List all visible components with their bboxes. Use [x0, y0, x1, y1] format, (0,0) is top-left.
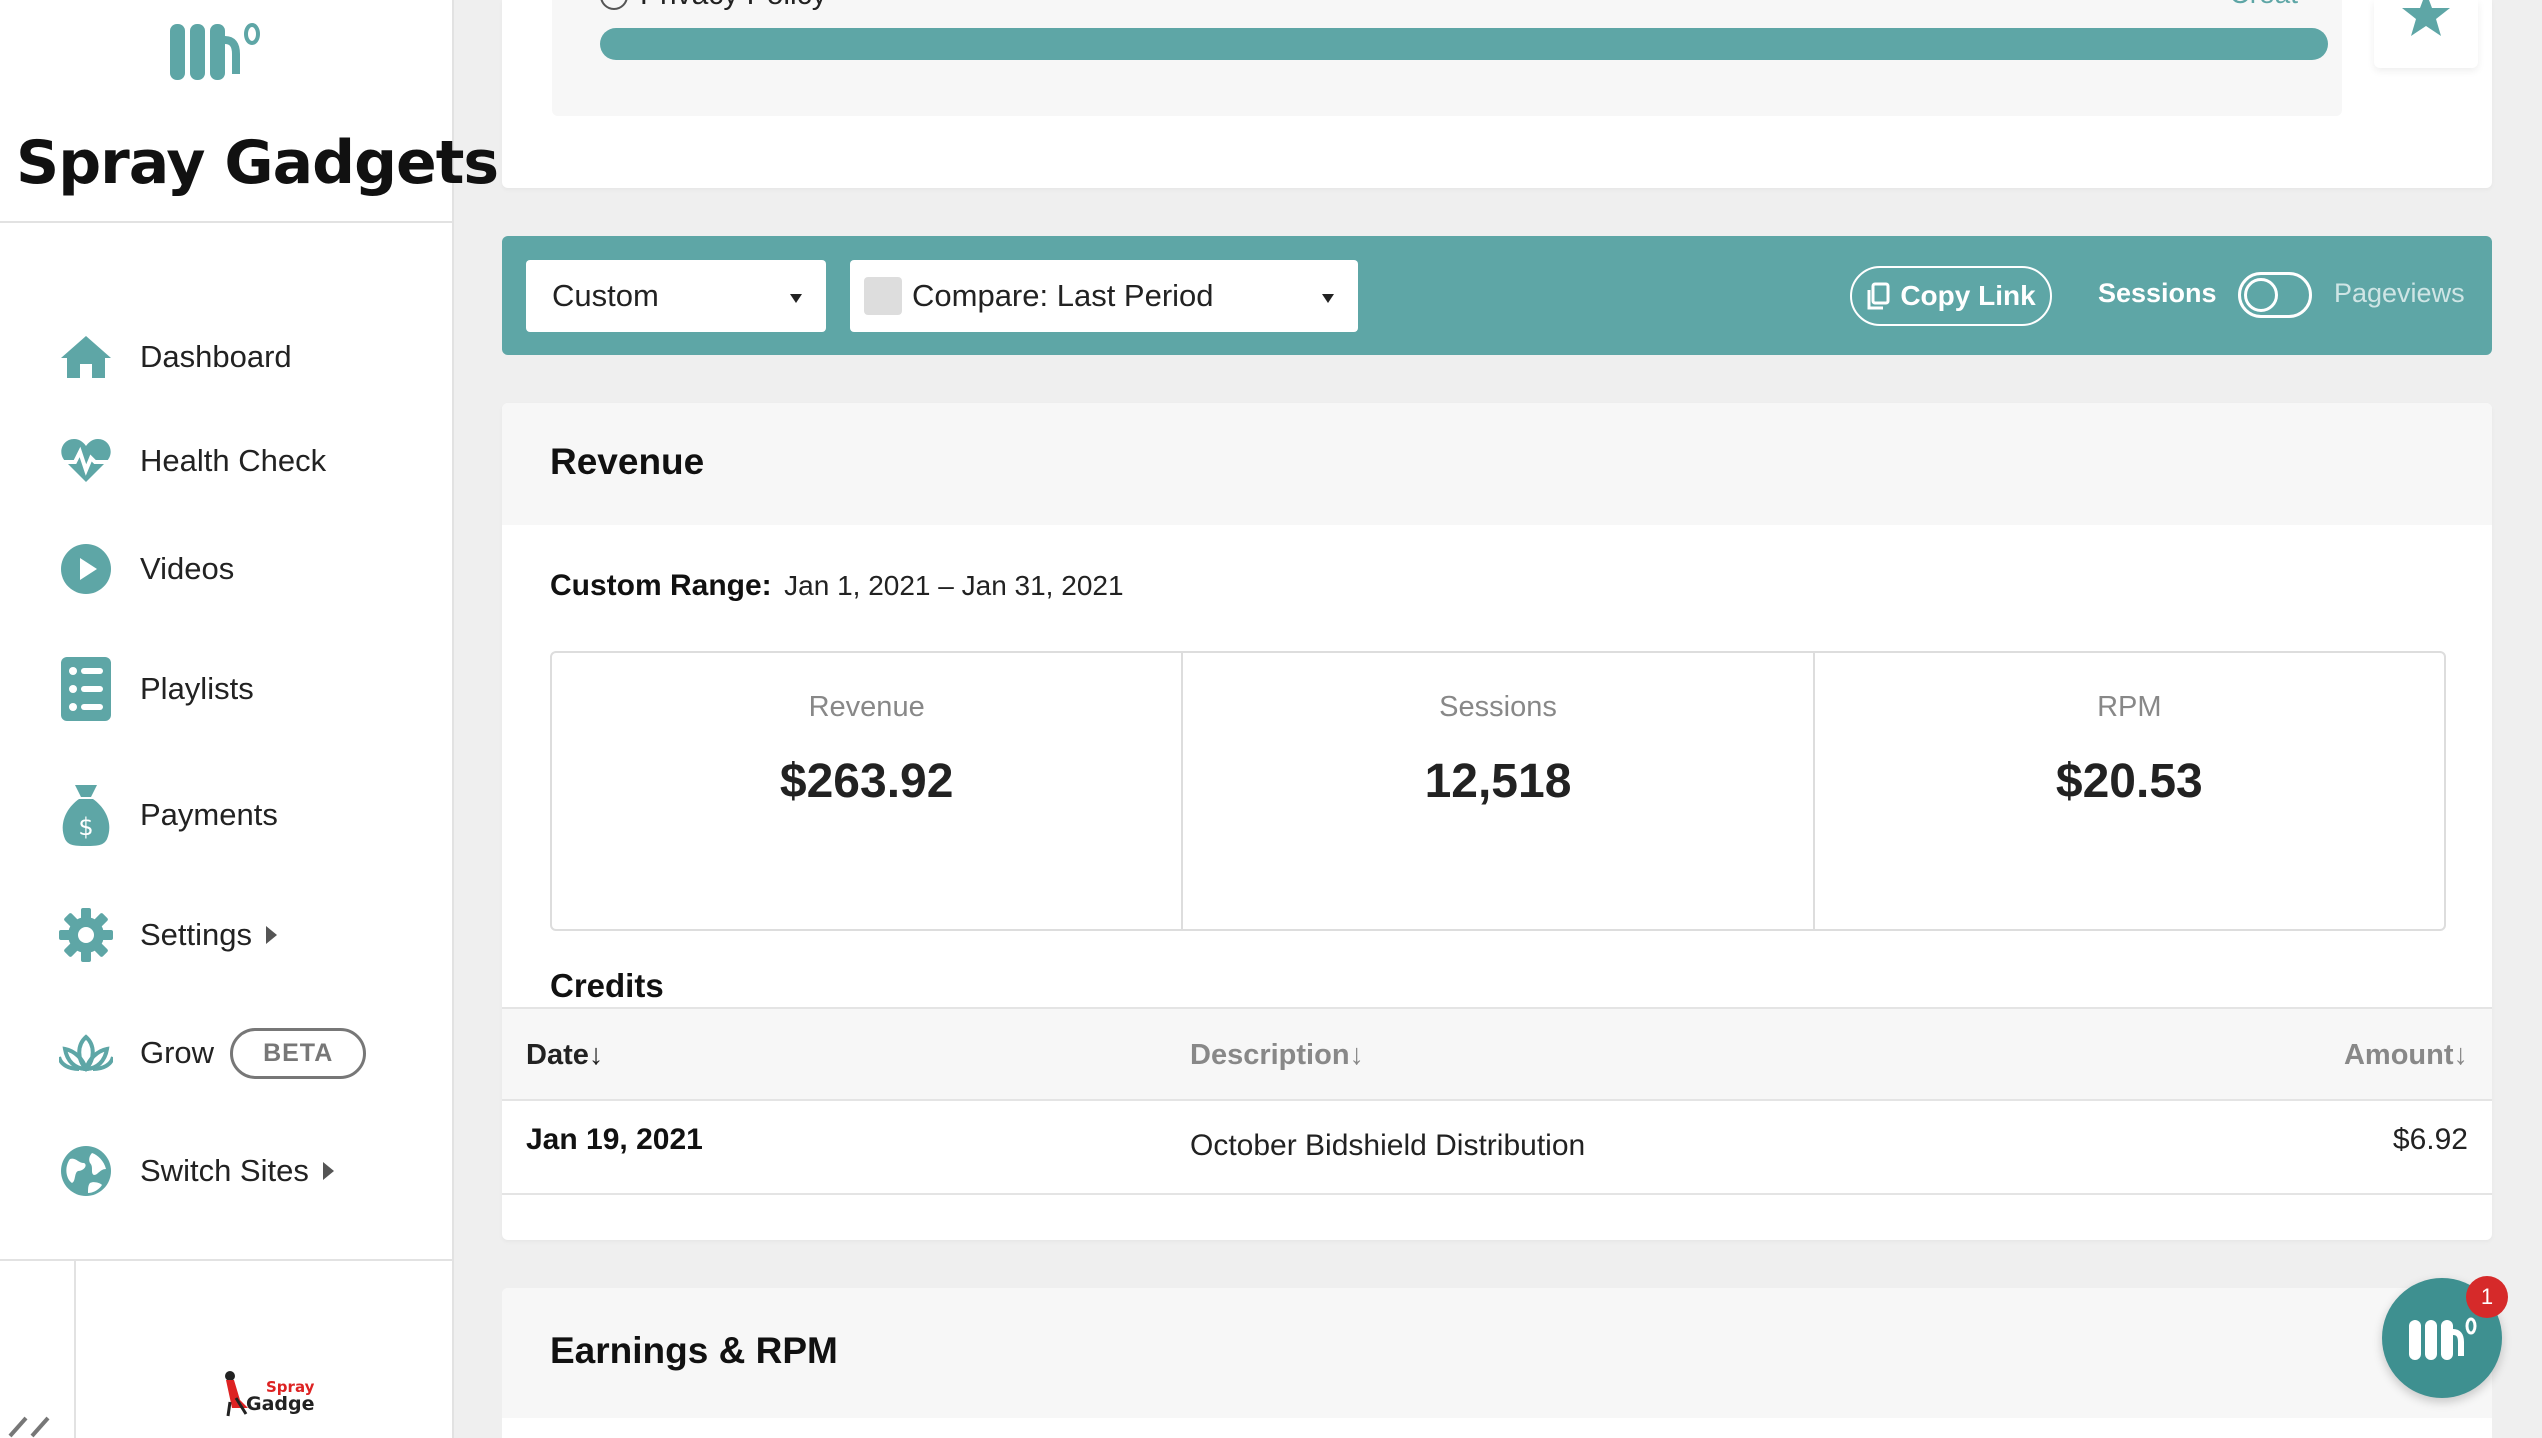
svg-text:$: $ [78, 813, 93, 841]
custom-range-value: Jan 1, 2021 – Jan 31, 2021 [784, 570, 1124, 601]
column-header-date[interactable]: Date↓ [526, 1039, 604, 1071]
heart-pulse-icon [56, 431, 116, 491]
stat-label: Sessions [1439, 691, 1557, 723]
create-link[interactable]: Creat [2230, 0, 2298, 10]
home-icon [56, 327, 116, 387]
custom-range: Custom Range: Jan 1, 2021 – Jan 31, 2021 [550, 569, 1124, 603]
play-circle-icon [56, 539, 116, 599]
chevron-right-icon [322, 1162, 334, 1180]
copy-link-button[interactable]: Copy Link [1850, 266, 2052, 326]
sidebar-item-dashboard[interactable]: Dashboard [56, 322, 292, 392]
custom-range-label: Custom Range: [550, 569, 772, 602]
sidebar-divider [0, 221, 454, 223]
mediavine-logo-icon[interactable] [166, 14, 266, 89]
earnings-title: Earnings & RPM [550, 1330, 838, 1371]
toggle-knob [2244, 278, 2278, 312]
money-bag-icon: $ [56, 785, 116, 846]
top-card: Privacy Policy Creat [502, 0, 2492, 188]
revenue-title: Revenue [550, 441, 705, 482]
list-icon [56, 657, 116, 721]
stat-value: $263.92 [779, 755, 954, 808]
compare-value: Compare: Last Period [912, 278, 1214, 313]
caret-down-icon [790, 294, 802, 303]
copy-link-label: Copy Link [1900, 280, 2036, 311]
privacy-policy-label: Privacy Policy [600, 0, 827, 12]
compare-checkbox[interactable] [864, 277, 902, 315]
star-icon [2402, 0, 2450, 36]
stat-value: $20.53 [2055, 755, 2203, 808]
compare-select[interactable]: Compare: Last Period [850, 260, 1358, 332]
cell-amount: $6.92 [2392, 1123, 2468, 1156]
date-range-select[interactable]: Custom [526, 260, 826, 332]
privacy-policy-panel: Privacy Policy Creat [552, 0, 2342, 116]
revenue-card: Revenue Custom Range: Jan 1, 2021 – Jan … [502, 403, 2492, 1240]
caret-down-icon [1322, 294, 1334, 303]
sidebar-item-label: Grow [140, 1035, 215, 1070]
pageviews-label: Pageviews [2334, 278, 2465, 308]
beta-badge: BETA [230, 1027, 367, 1079]
sessions-label: Sessions [2098, 278, 2217, 308]
sidebar-item-settings[interactable]: Settings [56, 900, 278, 970]
copy-icon [1867, 282, 1890, 310]
sidebar-item-switch-sites[interactable]: Switch Sites [56, 1136, 334, 1206]
stat-value: 12,518 [1424, 755, 1572, 808]
sidebar-item-label: Payments [140, 797, 278, 832]
cell-date: Jan 19, 2021 [526, 1123, 703, 1156]
globe-icon [56, 1141, 116, 1201]
gear-icon [56, 905, 116, 965]
table-row: Jan 19, 2021 October Bidshield Distribut… [502, 1101, 2492, 1195]
earnings-card-header: Earnings & RPM [502, 1288, 2492, 1418]
stat-revenue: Revenue $263.92 [552, 653, 1181, 929]
sidebar-item-videos[interactable]: Videos [56, 534, 234, 604]
collapse-sidebar-icon[interactable] [4, 1416, 52, 1438]
mediavine-chat-icon [2409, 1317, 2477, 1360]
sidebar-item-label: Health Check [140, 443, 327, 478]
cell-description: October Bidshield Distribution [1190, 1129, 1586, 1162]
stat-rpm: RPM $20.53 [1812, 653, 2444, 929]
site-logo-image: Spray Gadgets [218, 1362, 335, 1427]
sidebar-item-label: Playlists [140, 671, 254, 706]
date-range-value: Custom [552, 278, 659, 313]
lotus-icon [56, 1023, 116, 1083]
stat-sessions: Sessions 12,518 [1181, 653, 1812, 929]
sidebar-item-grow[interactable]: Grow BETA [56, 1018, 367, 1088]
sidebar-item-label: Dashboard [140, 339, 292, 374]
chevron-right-icon [266, 926, 278, 944]
stat-label: Revenue [808, 691, 925, 723]
logo-text-spray: Spray [266, 1378, 314, 1396]
stat-label: RPM [2097, 691, 2162, 723]
credits-title: Credits [550, 967, 664, 1004]
sidebar-item-playlists[interactable]: Playlists [56, 654, 254, 724]
progress-bar [600, 28, 2328, 60]
earnings-card: Earnings & RPM [502, 1288, 2492, 1438]
sidebar-item-health-check[interactable]: Health Check [56, 426, 326, 496]
sidebar-item-label: Switch Sites [140, 1153, 309, 1188]
notification-badge: 1 [2466, 1276, 2508, 1318]
logo-text-gadgets: Gadgets [246, 1393, 314, 1415]
sidebar: Spray Gadgets Dashboard Health Check Vid… [0, 0, 499, 1438]
favorite-button[interactable] [2374, 0, 2478, 68]
sidebar-divider [74, 1261, 76, 1438]
sidebar-divider [0, 1259, 454, 1261]
column-header-description[interactable]: Description↓ [1190, 1039, 1365, 1071]
stats-summary: Revenue $263.92 Sessions 12,518 RPM $20.… [550, 651, 2446, 931]
sessions-pageviews-toggle[interactable] [2238, 272, 2312, 318]
chat-button[interactable] [2382, 1278, 2502, 1398]
sidebar-item-payments[interactable]: $ Payments [56, 780, 278, 850]
filter-bar: Custom Compare: Last Period Copy Link Se… [502, 236, 2492, 355]
credits-table-header: Date↓ Description↓ Amount↓ [502, 1007, 2492, 1101]
site-title: Spray Gadgets [16, 128, 499, 198]
sidebar-item-label: Settings [140, 917, 253, 952]
sidebar-item-label: Videos [140, 551, 235, 586]
revenue-card-header: Revenue [502, 403, 2492, 525]
column-header-amount[interactable]: Amount↓ [2343, 1039, 2468, 1071]
info-icon [600, 0, 628, 11]
